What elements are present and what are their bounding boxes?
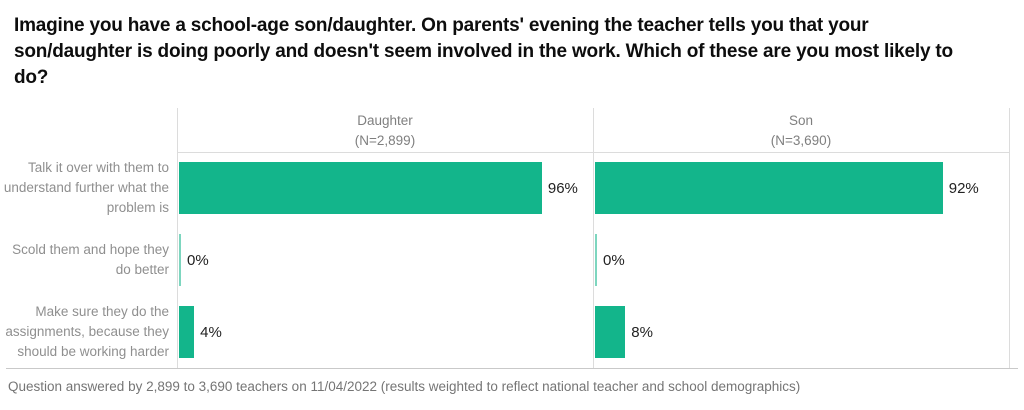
- panel-header-son-name: Son: [788, 113, 814, 128]
- bar-cell-daughter-scold-them: 0%: [177, 224, 593, 296]
- bar-value-label: 0%: [187, 251, 209, 269]
- chart-bottom-border-line: [6, 368, 1018, 369]
- bar-cell-son-make-sure: 8%: [593, 296, 1009, 368]
- bar-cell-son-scold-them: 0%: [593, 224, 1009, 296]
- bar: [179, 234, 181, 286]
- bar-value-label: 8%: [631, 323, 653, 341]
- panel-header-son: Son (N=3,690): [593, 111, 1009, 151]
- axis-line-daughter: [177, 108, 178, 368]
- bar: [595, 234, 597, 286]
- panel-header-daughter: Daughter (N=2,899): [177, 111, 593, 151]
- chart-title: Imagine you have a school-age son/daught…: [14, 15, 953, 88]
- footer-note: Question answered by 2,899 to 3,690 teac…: [8, 379, 801, 394]
- bar-cell-daughter-make-sure: 4%: [177, 296, 593, 368]
- bar-value-label: 96%: [547, 179, 578, 197]
- bar: [595, 162, 943, 214]
- bar: [179, 306, 195, 358]
- category-label-make-sure-assignments: Make sure they do the assignments, becau…: [5, 304, 169, 359]
- category-label-scold-them: Scold them and hope they do better: [12, 242, 169, 277]
- bar: [595, 306, 626, 358]
- bar-value-label: 4%: [200, 323, 222, 341]
- bar-value-label: 92%: [948, 179, 979, 197]
- panel-header-daughter-n: (N=2,899): [354, 133, 416, 148]
- bar: [179, 162, 542, 214]
- plot-area: Talk it over with them to understand fur…: [0, 152, 1024, 368]
- bar-cell-son-talk-it-over: 92%: [593, 152, 1009, 224]
- bar-cell-daughter-talk-it-over: 96%: [177, 152, 593, 224]
- panel-header-son-n: (N=3,690): [770, 133, 832, 148]
- chart-right-border-line: [1009, 108, 1010, 368]
- header-separator-line: [177, 152, 1009, 153]
- bar-value-label: 0%: [603, 251, 625, 269]
- panel-divider-line: [593, 108, 594, 368]
- panel-header-daughter-name: Daughter: [357, 113, 413, 128]
- category-label-talk-it-over: Talk it over with them to understand fur…: [3, 160, 169, 215]
